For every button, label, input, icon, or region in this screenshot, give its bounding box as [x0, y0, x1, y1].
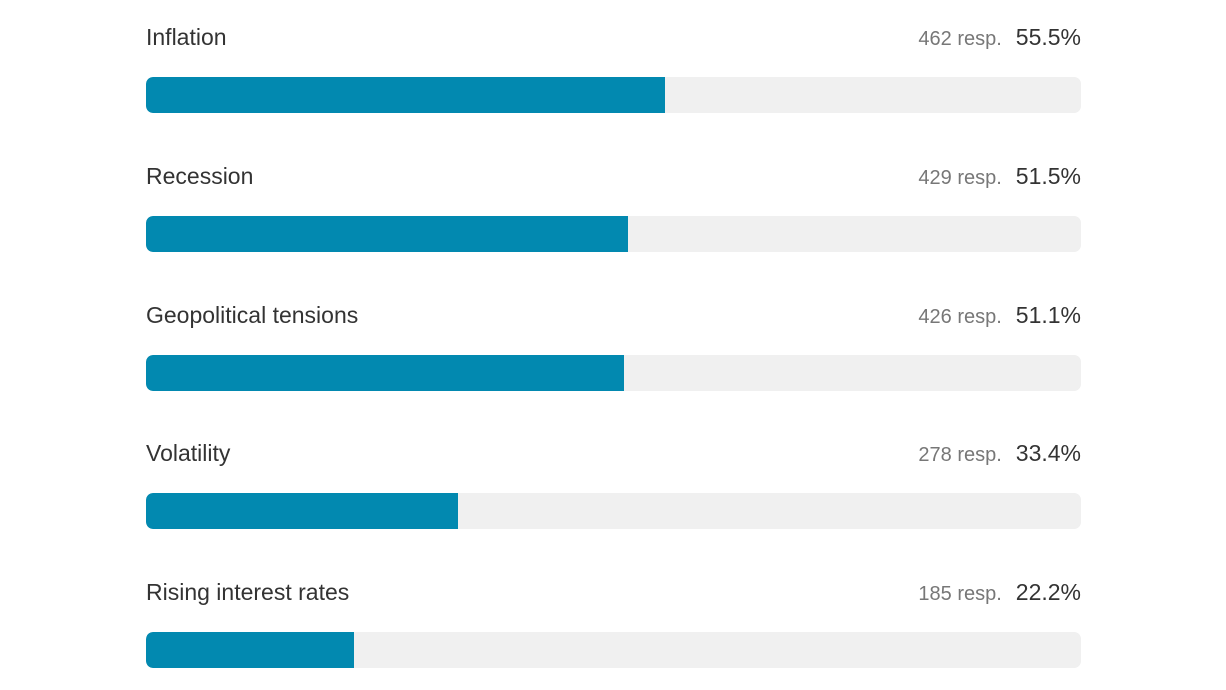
bar-track — [146, 355, 1081, 391]
option-label: Geopolitical tensions — [146, 302, 359, 328]
row-header: Recession 429 resp. 51.5% — [146, 161, 1081, 191]
response-count: 462 resp. — [918, 28, 1002, 50]
row-stats: 462 resp. 55.5% — [918, 22, 1081, 52]
row-stats: 185 resp. 22.2% — [918, 577, 1081, 607]
poll-row-geopolitical-tensions: Geopolitical tensions 426 resp. 51.1% — [146, 278, 1081, 398]
row-header: Inflation 462 resp. 55.5% — [146, 22, 1081, 52]
poll-row-volatility: Volatility 278 resp. 33.4% — [146, 416, 1081, 536]
option-label: Rising interest rates — [146, 579, 350, 605]
percent-label: 22.2% — [1015, 579, 1081, 605]
bar-fill — [146, 355, 624, 391]
bar-fill — [146, 632, 354, 668]
bar-fill — [146, 216, 628, 252]
option-label: Inflation — [146, 24, 227, 50]
option-label: Volatility — [146, 440, 231, 466]
percent-label: 51.1% — [1015, 302, 1081, 328]
percent-label: 33.4% — [1015, 440, 1081, 466]
percent-label: 55.5% — [1015, 24, 1081, 50]
response-count: 185 resp. — [918, 583, 1002, 605]
poll-row-recession: Recession 429 resp. 51.5% — [146, 139, 1081, 259]
poll-results-chart: Inflation 462 resp. 55.5% Recession 429 … — [146, 0, 1081, 690]
row-stats: 426 resp. 51.1% — [918, 300, 1081, 330]
percent-label: 51.5% — [1015, 163, 1081, 189]
bar-fill — [146, 77, 665, 113]
row-header: Geopolitical tensions 426 resp. 51.1% — [146, 300, 1081, 330]
row-header: Rising interest rates 185 resp. 22.2% — [146, 577, 1081, 607]
response-count: 429 resp. — [918, 167, 1002, 189]
row-stats: 278 resp. 33.4% — [918, 438, 1081, 468]
response-count: 278 resp. — [918, 444, 1002, 466]
row-header: Volatility 278 resp. 33.4% — [146, 438, 1081, 468]
bar-track — [146, 632, 1081, 668]
poll-row-rising-interest-rates: Rising interest rates 185 resp. 22.2% — [146, 555, 1081, 675]
option-label: Recession — [146, 163, 254, 189]
bar-track — [146, 77, 1081, 113]
poll-row-inflation: Inflation 462 resp. 55.5% — [146, 0, 1081, 120]
bar-fill — [146, 493, 459, 529]
bar-track — [146, 493, 1081, 529]
row-stats: 429 resp. 51.5% — [918, 161, 1081, 191]
bar-track — [146, 216, 1081, 252]
response-count: 426 resp. — [918, 306, 1002, 328]
